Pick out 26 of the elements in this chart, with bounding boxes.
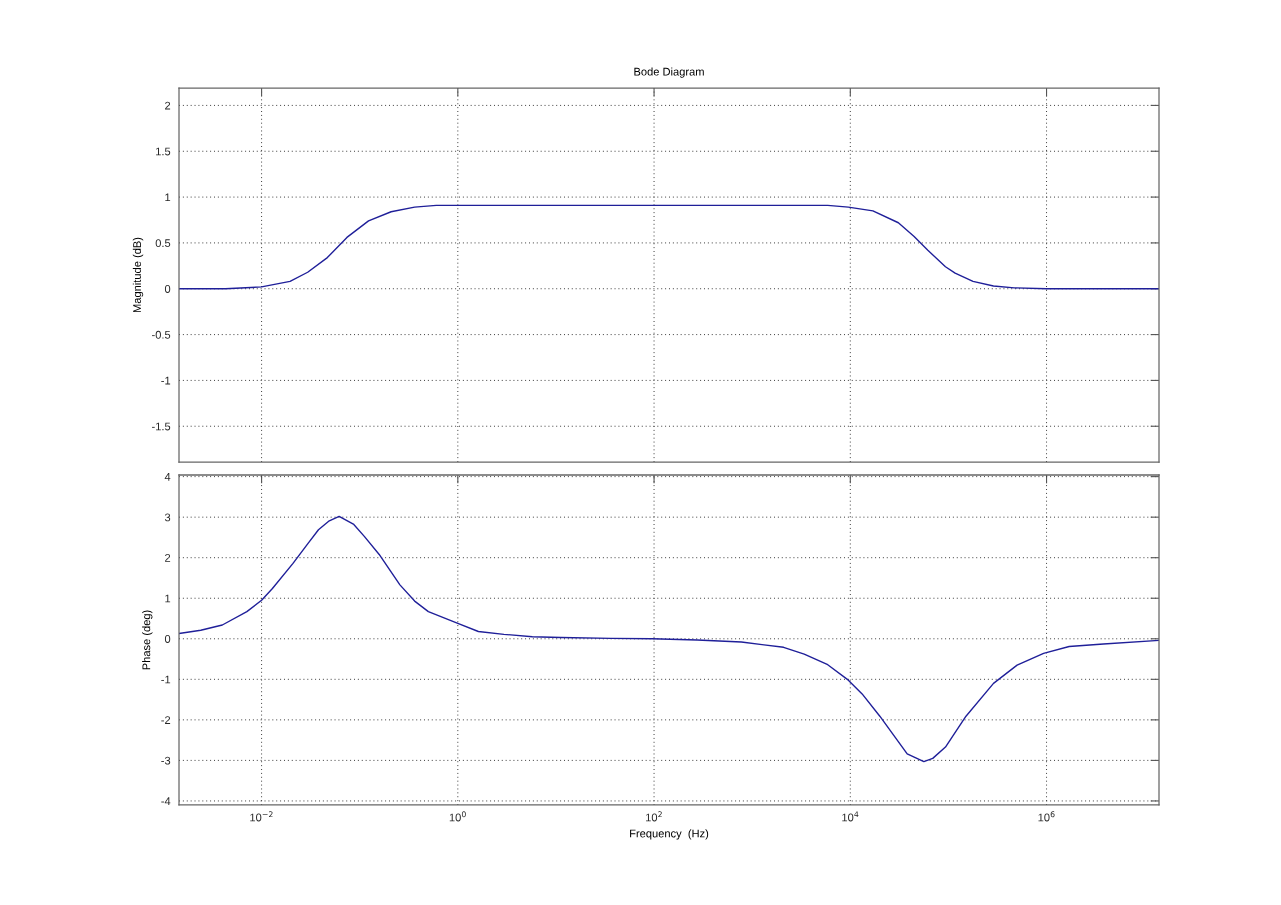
y-tick-label: 1 xyxy=(165,193,171,202)
x-tick-label: 10$^{4}$ xyxy=(842,811,859,822)
y-axis-title: Phase (deg) xyxy=(142,610,153,670)
y-tick-label: -1 xyxy=(161,376,171,385)
y-axis-title: Magnitude (dB) xyxy=(132,237,144,313)
x-axis-title: Frequency (Hz) xyxy=(630,829,709,840)
y-tick-label: 1 xyxy=(165,594,171,603)
y-tick-label: -1.5 xyxy=(152,422,171,431)
y-tick-label: 0 xyxy=(164,635,171,643)
y-tick-label: -3 xyxy=(161,756,171,765)
y-tick-label: 2 xyxy=(165,101,171,110)
y-tick-label: 3 xyxy=(164,513,171,522)
x-tick-label: 10$^{6}$ xyxy=(1038,811,1055,822)
y-tick-label: 0.5 xyxy=(155,239,171,248)
y-tick-label: -1 xyxy=(161,675,171,684)
y-tick-label: -2 xyxy=(161,716,171,724)
x-tick-label: 10$^{−2}$ xyxy=(250,811,273,822)
y-tick-label: 2 xyxy=(165,553,171,562)
y-tick-label: 4 xyxy=(164,473,171,481)
chart-title: Bode Diagram xyxy=(634,67,704,78)
y-tick-label: -4 xyxy=(161,797,171,805)
y-tick-label: 0 xyxy=(164,285,171,293)
y-tick-label: 1.5 xyxy=(156,147,171,156)
y-tick-label: -0.5 xyxy=(152,330,171,339)
x-tick-label: 10$^{2}$ xyxy=(646,811,662,822)
x-tick-label: 10$^{0}$ xyxy=(449,811,466,822)
